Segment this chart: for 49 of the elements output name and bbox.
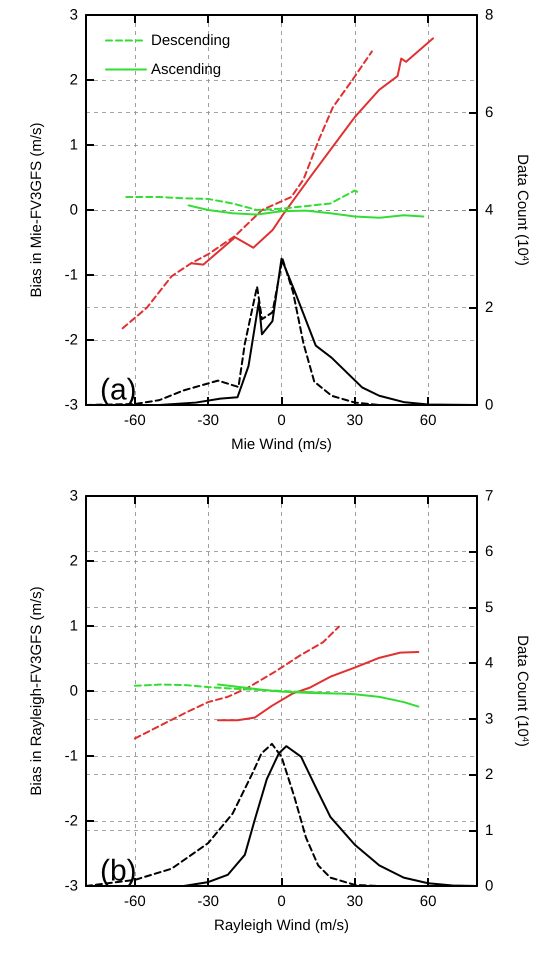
- x-tick-label: -60: [124, 893, 146, 910]
- annotation: (a): [100, 374, 137, 406]
- y2-tick-label: 2: [485, 766, 494, 784]
- y2-tick-label: 3: [485, 710, 494, 728]
- x-tick-label: -60: [124, 412, 146, 429]
- y2-tick-label: 5: [485, 598, 494, 616]
- y-tick-label: -1: [64, 748, 78, 764]
- y2-tick-label: 0: [485, 878, 494, 894]
- y-tick-label: 0: [70, 682, 78, 700]
- y-tick-label: 1: [70, 618, 78, 634]
- y-tick-label: 3: [70, 6, 78, 24]
- y2-tick-label: 8: [485, 6, 494, 24]
- x-axis-title: Rayleigh Wind (m/s): [214, 917, 350, 934]
- y2-axis-title: Data Count (104): [514, 154, 531, 266]
- y-tick-label: 2: [70, 552, 78, 570]
- y-tick-label: 3: [70, 488, 78, 504]
- y-tick-label: -2: [64, 812, 78, 830]
- y2-tick-label: 6: [485, 104, 494, 121]
- x-tick-label: -30: [197, 412, 220, 429]
- y-tick-label: -3: [64, 878, 78, 894]
- y-tick-label: -1: [64, 266, 78, 284]
- x-axis-title: Mie Wind (m/s): [231, 436, 332, 453]
- x-tick-label: 30: [346, 893, 364, 910]
- x-tick-label: -30: [197, 893, 220, 910]
- legend-label: Descending: [151, 32, 230, 49]
- y2-tick-label: 2: [485, 299, 494, 316]
- x-tick-label: 60: [420, 412, 436, 429]
- y-tick-label: -2: [64, 332, 78, 348]
- y-tick-label: 2: [70, 72, 78, 88]
- y-tick-label: 1: [70, 136, 78, 154]
- y2-tick-label: 6: [485, 543, 494, 560]
- y-tick-label: -3: [64, 396, 78, 414]
- y-axis-title: Bias in Mie-FV3GFS (m/s): [28, 122, 45, 298]
- line-series: [134, 626, 340, 740]
- y2-tick-label: 0: [485, 396, 494, 414]
- line-series: [216, 651, 420, 722]
- y2-tick-label: 4: [485, 654, 494, 672]
- y2-tick-label: 1: [485, 822, 494, 839]
- y2-axis-title: Data Count (104): [514, 635, 531, 747]
- y2-tick-label: 7: [485, 488, 494, 504]
- y2-tick-label: 4: [485, 202, 494, 218]
- x-tick-label: 30: [346, 412, 364, 429]
- y-axis-title: Bias in Rayleigh-FV3GFS (m/s): [28, 586, 45, 796]
- annotation: (b): [100, 854, 137, 888]
- x-tick-label: 0: [277, 893, 286, 910]
- y-tick-label: 0: [70, 202, 78, 218]
- legend-label: Ascending: [151, 61, 222, 78]
- x-tick-label: 60: [420, 893, 436, 910]
- x-tick-label: 0: [277, 412, 286, 429]
